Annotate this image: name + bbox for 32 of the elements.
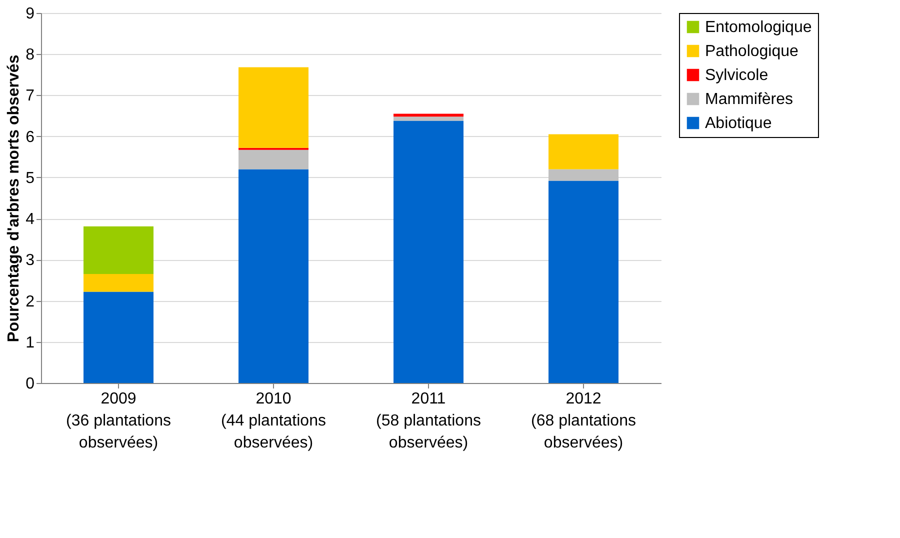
y-tick-label: 6 (26, 128, 35, 146)
y-tick-label: 2 (26, 293, 35, 310)
x-tick-label: 2011 (58 plantations observées) (376, 390, 481, 452)
bar (548, 134, 618, 170)
y-tick-label: 3 (26, 252, 35, 270)
bar (548, 169, 618, 181)
legend-label: Entomologique (705, 19, 812, 36)
legend-label: Abiotique (705, 115, 772, 132)
y-tick-label: 9 (26, 6, 35, 22)
legend-label: Mammifères (705, 91, 794, 108)
bar (394, 120, 464, 383)
x-tick-label: 2012 (68 plantations observées) (531, 390, 636, 452)
bar (548, 180, 618, 383)
legend-label: Sylvicole (705, 67, 768, 84)
bar (84, 226, 154, 274)
x-tick-label: 2010 (44 plantations observées) (221, 390, 326, 452)
y-tick-label: 1 (26, 334, 35, 352)
bar (238, 67, 308, 148)
y-tick-label: 7 (26, 88, 35, 105)
y-tick-label: 8 (26, 46, 35, 64)
y-axis-title: Pourcentage d'arbres morts observés (6, 54, 23, 342)
bar (84, 292, 154, 383)
bar (238, 150, 308, 170)
bar (394, 114, 464, 117)
bar (394, 116, 464, 121)
y-tick-label: 5 (26, 170, 35, 187)
bar (238, 169, 308, 383)
bar (84, 274, 154, 292)
y-tick-label: 0 (26, 376, 35, 392)
y-tick-label: 4 (26, 211, 35, 228)
x-tick-label: 2009 (36 plantations observées) (66, 390, 171, 452)
legend-label: Pathologique (705, 43, 799, 60)
